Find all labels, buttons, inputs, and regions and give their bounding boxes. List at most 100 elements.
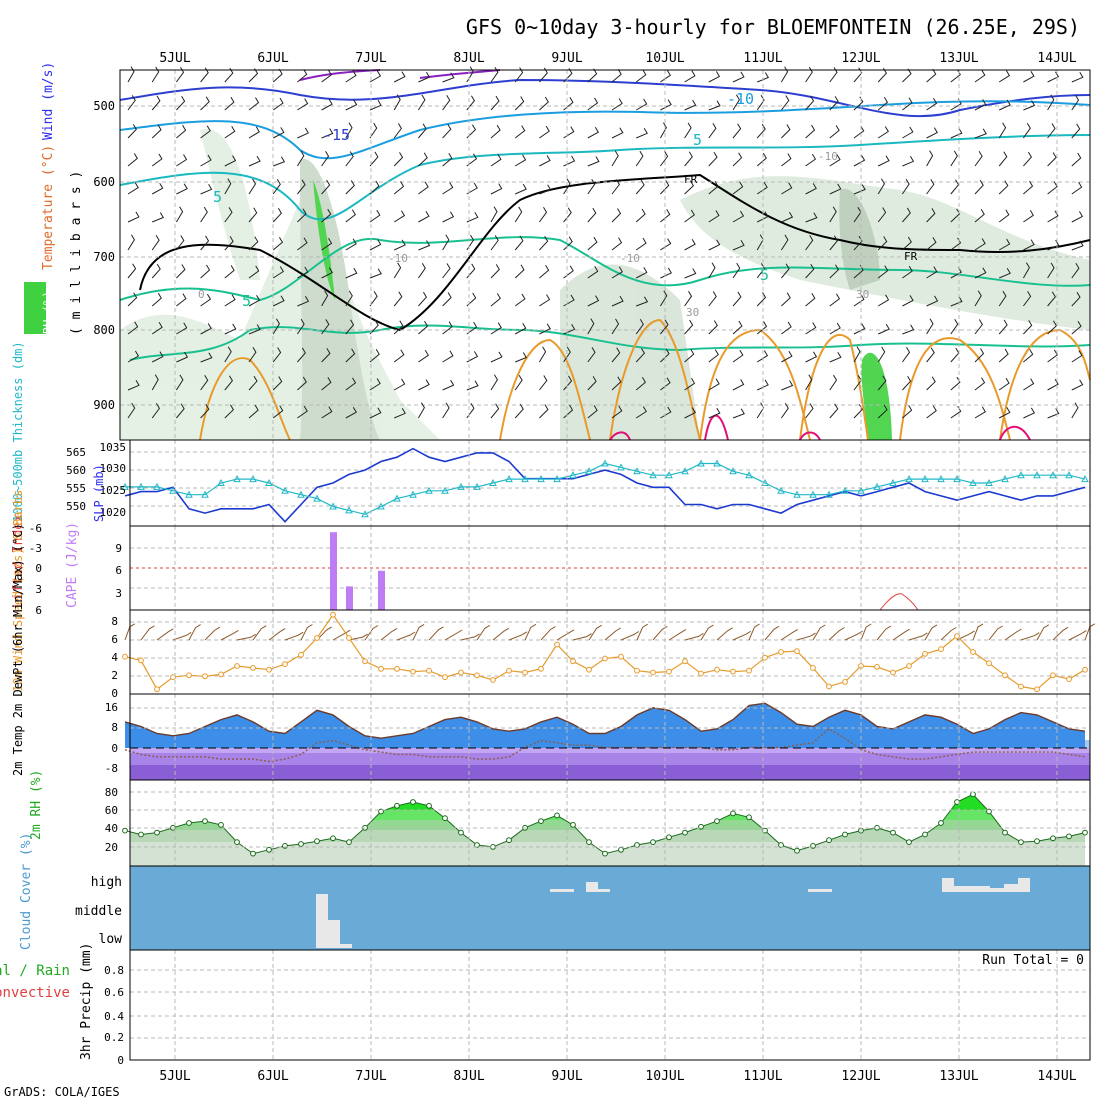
- wind-barb: [587, 347, 596, 363]
- thickness-point: [281, 486, 289, 494]
- wind-barb: [974, 238, 986, 251]
- wind-barb: [151, 95, 161, 111]
- wind-barb: [756, 379, 769, 391]
- wind-barb: [611, 150, 619, 167]
- thickness-point: [537, 475, 545, 483]
- wind-barb: [272, 318, 280, 335]
- contour-label: -10: [388, 252, 408, 265]
- wind-barb: [369, 378, 381, 391]
- wind-barb: [297, 237, 308, 251]
- wind-barb: [248, 346, 257, 363]
- thickness-point: [425, 486, 433, 494]
- thickness-point: [377, 502, 385, 510]
- wind-barb: [876, 625, 892, 641]
- thickness-point: [137, 482, 145, 490]
- wind-barb: [781, 95, 790, 111]
- wind-barb: [1071, 321, 1082, 335]
- rh-point: [970, 791, 976, 798]
- wind-barb: [950, 208, 961, 223]
- wind-barb: [200, 206, 208, 223]
- wind-barb: [151, 403, 161, 419]
- wind-barb: [490, 264, 500, 279]
- wind-barb: [998, 70, 1011, 83]
- wind-barb: [272, 97, 284, 111]
- wind-barb: [296, 318, 305, 335]
- wind-barb: [268, 628, 286, 641]
- wind-barb: [684, 122, 692, 139]
- wind-barb: [829, 235, 839, 251]
- wind-barb: [877, 126, 889, 139]
- rh-point: [938, 820, 944, 826]
- wind-speed-point: [810, 665, 816, 671]
- wind-barb: [708, 378, 720, 391]
- wind-barb: [974, 69, 986, 83]
- wind-barb: [620, 631, 640, 641]
- wind-barb: [393, 181, 405, 195]
- millibars-label: ( m i l l i b a r s ): [69, 171, 84, 335]
- wind-barb: [1047, 181, 1058, 195]
- wind-barb: [490, 95, 500, 111]
- day-label: 10JUL: [645, 51, 684, 66]
- wind-barb: [380, 627, 398, 641]
- wind-barb: [1071, 379, 1084, 391]
- wind-barb: [926, 376, 936, 391]
- wind-barb: [248, 404, 259, 419]
- wind-barb: [635, 98, 648, 111]
- wind-barb: [732, 349, 744, 363]
- wind-barb: [660, 70, 671, 83]
- wind-barb: [369, 349, 380, 363]
- wind-barb: [393, 152, 404, 167]
- wind-barb: [369, 239, 382, 251]
- wind-barb: [188, 624, 201, 641]
- wind-barb: [926, 179, 935, 195]
- rh-grid: [130, 791, 1090, 848]
- contour-label: 5: [760, 266, 769, 284]
- wind-barb: [369, 70, 382, 83]
- wind-barb: [611, 295, 624, 307]
- wind-barb: [393, 291, 403, 307]
- wind-barb: [660, 99, 672, 111]
- wind-barb: [394, 408, 406, 419]
- wind-barb: [636, 296, 649, 307]
- wind-barb: [950, 296, 963, 307]
- wind-barb: [563, 375, 573, 391]
- wind-barb: [248, 294, 261, 307]
- tick-label: -6: [29, 522, 42, 535]
- contour-label-group: -15 -10 5 5 5 5 FR FR 0 -10 -10 -10 30 3…: [198, 90, 918, 319]
- tick-label: 700: [93, 250, 115, 264]
- temperature-series-line: [124, 702, 1086, 739]
- wind-barb: [224, 294, 236, 307]
- rh-point: [794, 847, 800, 854]
- tick-label: 0: [117, 1054, 124, 1067]
- rh-point: [810, 843, 816, 849]
- wind-speed-point: [938, 646, 944, 653]
- thickness-point: [681, 467, 689, 475]
- wind-speed-point: [170, 674, 176, 681]
- wind-barb: [127, 66, 135, 83]
- day-label: 14JUL: [1037, 1069, 1076, 1084]
- slp-label: SLP (mb): [92, 464, 106, 522]
- wind-barb: [708, 349, 719, 363]
- contour-label: 0: [198, 288, 205, 301]
- wind-barb: [300, 624, 313, 641]
- wind-barb: [151, 234, 160, 251]
- thickness-point: [649, 471, 657, 479]
- wind-barb: [781, 263, 790, 279]
- wind-barb: [660, 238, 672, 251]
- cape-bar: [330, 532, 337, 610]
- wind-barb: [272, 405, 284, 419]
- wind-barb: [345, 70, 357, 83]
- wind-barb: [514, 96, 525, 111]
- wind-barb: [224, 96, 235, 111]
- wind-barb: [514, 206, 523, 223]
- rh2m-label: 2m RH (%): [29, 770, 44, 840]
- wind-barb: [297, 296, 310, 307]
- wind-barb: [321, 208, 332, 223]
- wind-barb: [940, 627, 957, 641]
- wind-barb: [321, 406, 333, 419]
- tick-label: -8: [105, 762, 118, 775]
- wind-barb: [345, 290, 353, 307]
- wind-barb: [1047, 94, 1055, 111]
- wind-barb: [635, 208, 646, 223]
- wind-barb: [176, 183, 188, 195]
